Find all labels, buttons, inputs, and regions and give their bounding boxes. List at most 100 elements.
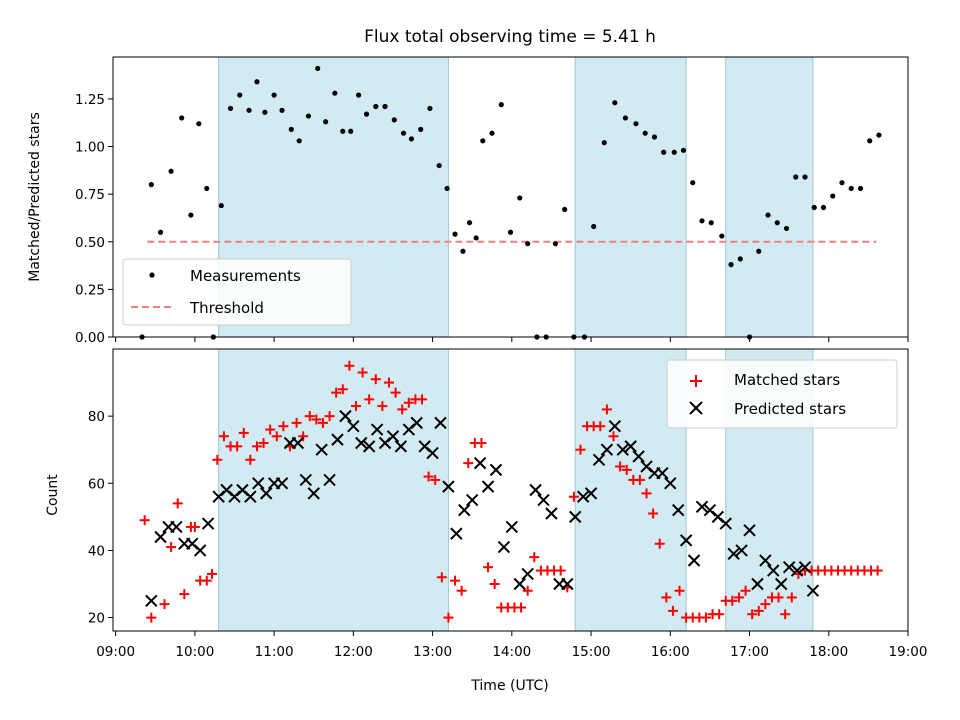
matched-star-point [773, 592, 784, 603]
measurement-point [348, 128, 354, 134]
predicted-star-point [291, 436, 305, 450]
measurement-point [642, 130, 648, 136]
legend-predicted-marker [689, 401, 703, 415]
matched-star-point [317, 417, 328, 428]
predicted-star-point [339, 409, 352, 423]
measurement-point [466, 220, 473, 226]
matched-star-point [172, 498, 183, 509]
measurement-point [719, 233, 725, 239]
bottom-legend-box [666, 359, 898, 429]
measurement-point [480, 138, 486, 144]
matched-star-point [278, 421, 289, 432]
measurement-point [444, 185, 450, 192]
legend-matched-marker [690, 375, 702, 387]
legend-measurements-label: Measurements [190, 267, 301, 285]
matched-star-point [601, 404, 612, 415]
matched-star-point [291, 417, 302, 428]
measurement-point [699, 218, 705, 224]
matched-star-point [476, 438, 487, 448]
chart-title: Flux total observing time = 5.41 h [364, 27, 656, 47]
matched-star-point [786, 592, 797, 603]
matched-star-point [265, 424, 276, 435]
y-tick-label: 40 [88, 543, 105, 559]
predicted-star-point [806, 584, 820, 597]
predicted-star-point [355, 436, 368, 450]
measurement-point [489, 130, 495, 136]
shaded-span-2 [574, 56, 687, 338]
predicted-star-point [576, 490, 590, 503]
predicted-star-point [624, 440, 637, 453]
predicted-star-point [751, 577, 764, 591]
x-tick-label: 12:00 [334, 644, 373, 660]
predicted-star-point [410, 416, 423, 430]
measurement-point [633, 121, 639, 127]
measurement-point [373, 103, 379, 110]
matched-star-point [654, 538, 665, 549]
x-tick-label: 19:00 [889, 644, 928, 660]
measurement-point [427, 105, 433, 112]
predicted-star-point [473, 456, 487, 470]
matched-star-point [258, 438, 269, 448]
bottom-x-ticks: 09:00 10:00 11:00 12:00 13:00 14:00 15:00 16:00… [96, 631, 927, 660]
measurement-point [460, 248, 466, 254]
measurement-point [148, 182, 154, 188]
measurement-point [802, 174, 808, 180]
measurement-point [876, 132, 882, 138]
measurement-point [671, 149, 677, 155]
predicted-star-point [458, 503, 471, 517]
measurement-point [237, 92, 243, 98]
predicted-star-point [759, 554, 772, 567]
matched-star-point [872, 565, 883, 576]
predicted-star-point [767, 564, 780, 577]
legend-threshold-label: Threshold [189, 299, 264, 317]
measurement-point [765, 212, 771, 218]
measurement-point [708, 220, 714, 226]
x-tick-label: 16:00 [651, 644, 690, 660]
matched-star-point [674, 585, 685, 596]
matched-star-point [179, 589, 190, 600]
matched-star-point [595, 421, 606, 432]
matched-star-point [166, 542, 177, 553]
y-tick-label: 20 [88, 611, 105, 627]
predicted-star-points [145, 409, 820, 607]
measurement-point [157, 229, 164, 235]
x-tick-label: 13:00 [413, 644, 452, 660]
matched-star-point [489, 579, 500, 589]
predicted-star-point [775, 577, 788, 591]
measurement-point [204, 185, 210, 192]
measurement-point [382, 103, 388, 110]
x-tick-label: 18:00 [809, 644, 848, 660]
matched-star-point [463, 458, 474, 469]
measurement-point [473, 235, 479, 241]
matched-star-point [159, 599, 170, 610]
measurement-points [139, 65, 882, 340]
matched-star-point [357, 367, 368, 378]
matched-star-point [324, 411, 335, 422]
matched-star-point [271, 431, 282, 442]
matched-star-point [397, 404, 408, 415]
measurement-point [408, 136, 415, 142]
top-x-ticks [115, 337, 909, 342]
measurement-point [246, 107, 252, 113]
predicted-star-point [687, 554, 701, 567]
measurement-point [601, 140, 607, 146]
top-y-axis-label: Matched/Predicted stars [27, 112, 43, 282]
measurement-point [728, 262, 734, 268]
predicted-star-point [505, 520, 519, 534]
measurement-point [783, 225, 790, 232]
measurement-point [848, 185, 854, 192]
matched-star-point [146, 612, 157, 623]
measurement-point [867, 138, 873, 144]
measurement-point [188, 212, 194, 218]
predicted-star-point [695, 500, 709, 513]
matched-star-point [251, 441, 262, 452]
x-tick-label: 10:00 [175, 644, 214, 660]
y-tick-label: 0.75 [75, 187, 105, 203]
matched-star-point [423, 471, 434, 482]
predicted-star-point [307, 487, 320, 500]
measurement-point [793, 174, 799, 180]
y-tick-label: 80 [88, 409, 105, 425]
matched-star-point [661, 592, 672, 603]
matched-star-point [641, 488, 652, 499]
matched-star-point [403, 397, 414, 408]
